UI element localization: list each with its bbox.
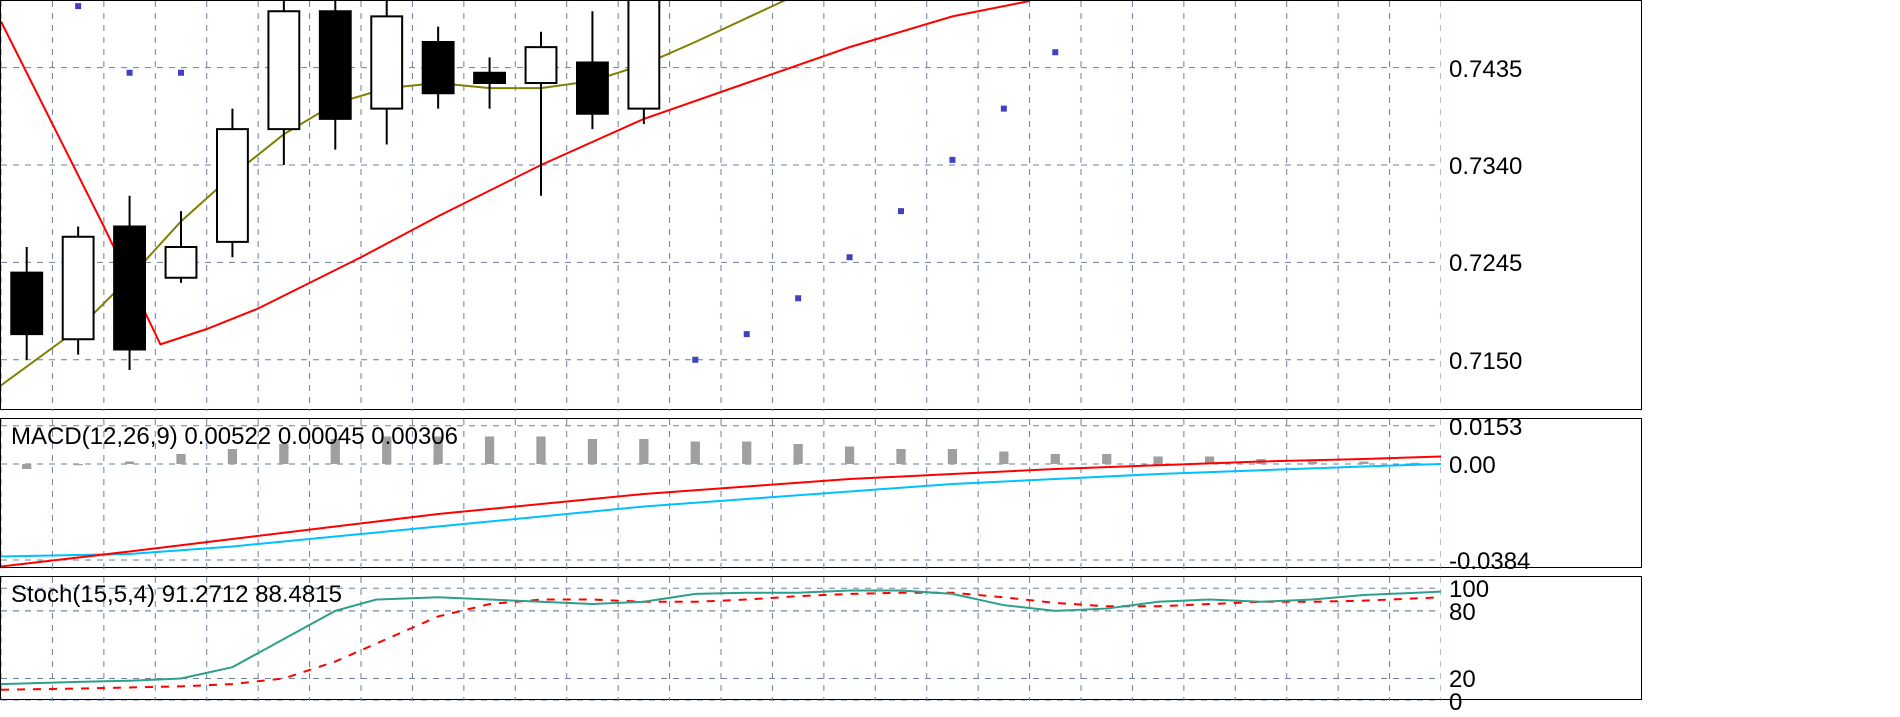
price-y-axis: 0.7435 0.7340 0.7245 0.7150 [1441, 1, 1641, 409]
axis-tick-label: 0 [1449, 689, 1462, 717]
axis-tick-label: 0.7435 [1449, 56, 1522, 84]
axis-tick-label: 0.00 [1449, 452, 1496, 480]
macd-label: MACD(12,26,9) 0.00522 0.00045 0.00306 [11, 423, 458, 451]
stoch-y-axis: 10080200 [1441, 577, 1641, 699]
axis-tick-label: 0.0153 [1449, 414, 1522, 442]
macd-y-axis: 0.01530.00-0.0384 [1441, 419, 1641, 567]
axis-tick-label: 0.7245 [1449, 250, 1522, 278]
price-svg [1, 1, 1441, 411]
price-chart-panel[interactable]: 0.7435 0.7340 0.7245 0.7150 [0, 0, 1642, 410]
axis-tick-label: 0.7340 [1449, 153, 1522, 181]
stoch-label: Stoch(15,5,4) 91.2712 88.4815 [11, 581, 342, 609]
axis-tick-label: -0.0384 [1449, 548, 1530, 576]
axis-tick-label: 0.7150 [1449, 348, 1522, 376]
macd-panel[interactable]: MACD(12,26,9) 0.00522 0.00045 0.00306 0.… [0, 418, 1642, 568]
price-plot-area[interactable] [1, 1, 1441, 409]
axis-tick-label: 80 [1449, 599, 1476, 627]
stoch-panel[interactable]: Stoch(15,5,4) 91.2712 88.4815 10080200 [0, 576, 1642, 700]
